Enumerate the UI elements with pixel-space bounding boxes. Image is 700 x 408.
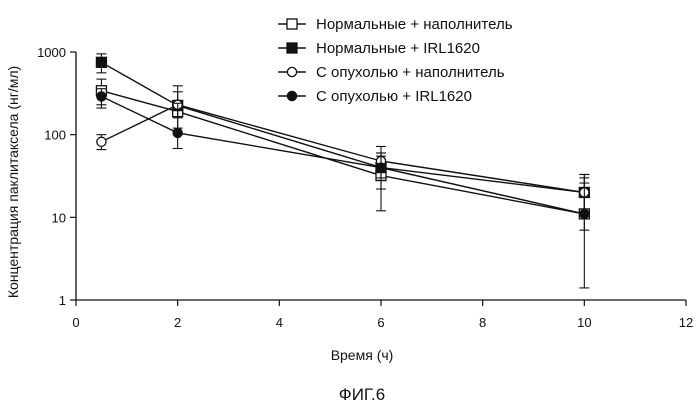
legend-label: С опухолью + наполнитель (316, 64, 505, 81)
y-tick-label: 10 (52, 210, 66, 225)
chart-ticks: 0 2 4 6 8 10 12 1 10 100 1000 (37, 45, 693, 330)
legend-item: С опухолью + IRL1620 (278, 88, 472, 105)
legend-marker (286, 42, 298, 54)
series-line (101, 104, 585, 194)
data-point (579, 208, 590, 220)
legend-marker (286, 18, 298, 30)
chart-legend: Нормальные + наполнитель Нормальные + IRL… (278, 16, 513, 105)
y-axis-title: Концентрация паклитаксела (нг/мл) (5, 66, 21, 298)
legend-marker (286, 90, 298, 102)
data-point (96, 136, 107, 148)
legend-label: Нормальные + наполнитель (316, 16, 513, 33)
data-point (96, 91, 107, 102)
legend-item: С опухолью + наполнитель (278, 64, 505, 81)
legend-item: Нормальные + наполнитель (278, 16, 513, 33)
legend-label: С опухолью + IRL1620 (316, 88, 472, 105)
legend-label: Нормальные + IRL1620 (316, 40, 480, 57)
data-point (172, 127, 183, 139)
x-tick-label: 2 (174, 315, 181, 330)
series-line (101, 90, 585, 215)
chart-series-layer (95, 53, 590, 289)
legend-marker (286, 66, 298, 78)
x-tick-label: 10 (577, 315, 591, 330)
x-tick-label: 4 (276, 315, 283, 330)
legend-item: Нормальные + IRL1620 (278, 40, 480, 57)
data-point (375, 162, 387, 173)
series-line (101, 95, 585, 215)
series-group (96, 88, 590, 231)
series-line (101, 61, 585, 194)
x-tick-label: 0 (72, 315, 79, 330)
data-point (95, 56, 108, 68)
y-tick-label: 1 (59, 293, 66, 308)
x-tick-label: 6 (377, 315, 384, 330)
x-tick-label: 8 (479, 315, 486, 330)
x-axis-title: Время (ч) (331, 347, 394, 363)
x-tick-label: 12 (679, 315, 693, 330)
y-tick-label: 100 (44, 128, 66, 143)
y-tick-label: 1000 (37, 45, 66, 60)
figure-caption: ФИГ.6 (339, 385, 385, 404)
